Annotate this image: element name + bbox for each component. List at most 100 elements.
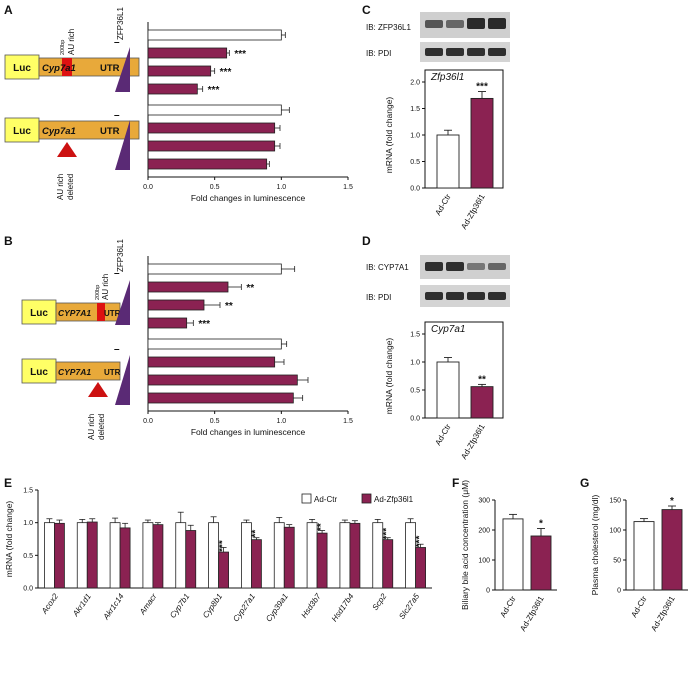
legend-label: Ad-Zfp36l1 [374,495,414,504]
blot-band [467,263,485,270]
utr-label: UTR [104,368,121,377]
bar [316,532,328,589]
bar [147,374,298,386]
luc-label: Luc [13,126,31,137]
significance-stars: * [539,519,543,530]
chart-f-bile-acid: 0 100 200 300 Biliary bile acid concentratio… [460,480,557,633]
plot-frame [424,321,504,419]
bar [142,522,154,589]
significance-stars: *** [415,536,426,548]
construct-b-au-rich: Luc CYP7A1 UTR 200bp AU rich [21,274,121,325]
construct-a-au-rich: Luc Cyp7a1 UTR 200bp AU rich [4,29,140,80]
au-rich-element [62,58,72,76]
blot-band [488,292,506,300]
panel-label-a: A [4,3,13,17]
utr-label: UTR [100,126,120,137]
bar [147,83,198,95]
bar [54,522,65,589]
plot-frame [424,69,504,189]
blot-label-d-top: IB: CYP7A1 [366,263,409,272]
bar [76,522,88,589]
utr-label: UTR [100,63,120,74]
legend-swatch [361,493,372,504]
blot-band [488,18,506,29]
significance-stars: ** [225,301,233,312]
blot-band [488,263,506,270]
bar [306,522,318,589]
construct-a-deleted: Luc Cyp7a1 UTR AU rich deleted [4,117,140,200]
none-label-b1: – [114,268,120,279]
x-category-label: Ad-Ctr [629,594,649,619]
utr-label: UTR [104,309,121,318]
au-rich-deleted-label-2: deleted [66,174,75,200]
x-tick-label: 1.5 [343,418,353,425]
bar [339,522,351,589]
bar [470,97,494,189]
y-tick-label: 150 [609,498,621,505]
bar [147,29,282,41]
bar [283,526,295,589]
y-axis-title: Plasma cholesterol (mg/dl) [590,495,600,596]
bar [470,386,494,419]
blot-band [425,48,443,56]
x-category-label: Scp2 [371,592,389,613]
blot-c-bottom [420,42,510,62]
x-category-label: Akr1d1 [70,592,92,619]
au-rich-label: AU rich [67,29,76,55]
bar [436,361,460,419]
x-tick-label: 0.0 [143,418,153,425]
au-rich-deleted-label-2: deleted [97,414,106,440]
y-tick-label: 2.0 [410,80,420,87]
blot-label-c-bottom: IB: PDI [366,49,391,58]
blot-band [467,292,485,300]
luc-box [4,54,40,80]
y-tick-label: 1.0 [23,520,33,527]
bar [147,104,282,116]
panel-label-b: B [4,234,13,248]
bar [147,299,205,311]
au-rich-deleted-label: AU rich [56,174,65,200]
significance-stars: *** [382,528,393,540]
significance-stars: *** [476,82,488,93]
bar [175,522,187,589]
x-tick-label: 1.5 [343,184,353,191]
x-category-label: Akr1c14 [101,592,126,622]
gene-name: CYP7A1 [58,367,91,377]
x-category-label: Hsd3b7 [300,592,324,620]
bar [147,140,276,152]
x-tick-label: 1.0 [276,184,286,191]
bar [349,522,361,589]
x-tick-label: 1.0 [276,418,286,425]
bar [530,535,552,591]
luc-label: Luc [13,63,31,74]
bar [147,281,229,293]
blot-d-bottom-bands [425,292,506,300]
x-axis-title: Fold changes in luminescence [191,427,306,437]
chart-title: Zfp36l1 [430,72,464,83]
significance-stars: *** [198,319,210,330]
panel-label-c: C [362,3,371,17]
bar [218,551,229,589]
panel-label-d: D [362,234,371,248]
chart-g-cholesterol: 0 50 100 150 Plasma cholesterol (mg/dl) Ad-Ct… [590,495,688,633]
dose-wedge-icon [115,47,130,92]
x-axis-title: Fold changes in luminescence [191,193,306,203]
legend-label: Ad-Ctr [314,495,337,504]
deletion-arrow-icon [57,142,77,157]
y-tick-label: 300 [478,498,490,505]
y-tick-label: 1.5 [410,106,420,113]
panel-label-f: F [452,476,459,490]
chart-title: Cyp7a1 [431,324,465,335]
construct-b-deleted: Luc CYP7A1 UTR AU rich deleted [21,358,121,440]
bar [147,158,268,170]
x-category-label: Ad-Zfp36l1 [459,192,487,231]
legend-swatch [301,493,312,504]
bar [382,539,394,589]
blot-label-c-top: IB: ZFP36L1 [366,23,411,32]
bar [661,509,683,591]
luc-label: Luc [30,308,48,319]
utr-box [55,361,121,381]
blot-band [425,20,443,28]
panel-label-e: E [4,476,12,490]
bar [208,522,219,589]
